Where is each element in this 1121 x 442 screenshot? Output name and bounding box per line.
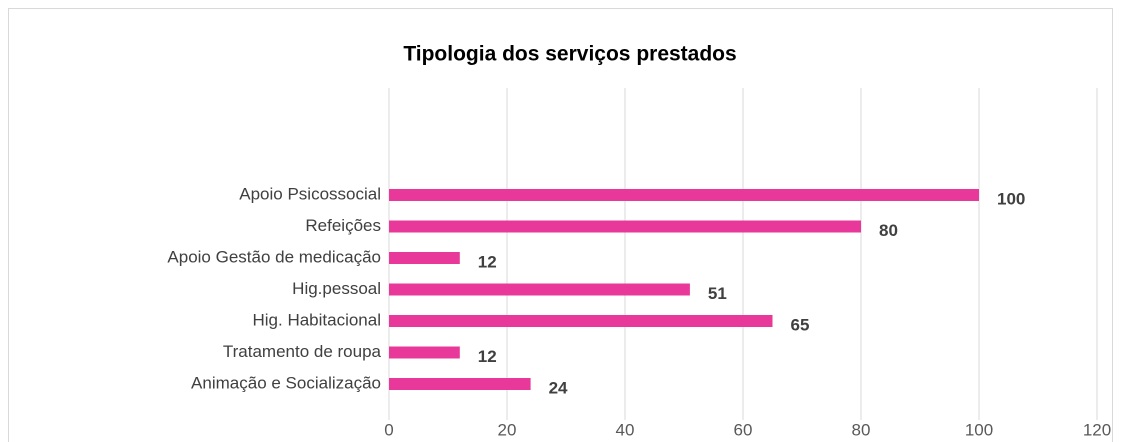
data-label: 51 — [708, 284, 727, 303]
bar — [389, 346, 460, 359]
bar — [389, 189, 979, 201]
bar — [389, 283, 690, 296]
x-tick-label: 60 — [734, 420, 753, 439]
y-tick-label: Tratamento de roupa — [223, 342, 382, 361]
chart-title: Tipologia dos serviços prestados — [403, 43, 736, 66]
data-label: 12 — [478, 347, 497, 366]
y-tick-label: Animação e Socialização — [191, 373, 381, 392]
y-tick-label: Hig. Habitacional — [252, 310, 381, 329]
x-tick-label: 0 — [384, 420, 393, 439]
x-tick-label: 100 — [965, 420, 993, 439]
y-tick-label: Apoio Gestão de medicação — [167, 247, 381, 266]
data-label: 12 — [478, 252, 497, 271]
bar — [389, 252, 460, 264]
x-tick-label: 80 — [852, 420, 871, 439]
x-tick-label: 120 — [1083, 420, 1111, 439]
x-tick-label: 40 — [616, 420, 635, 439]
data-label: 100 — [997, 189, 1025, 208]
data-label: 65 — [791, 315, 810, 334]
bar — [389, 378, 531, 390]
bar — [389, 315, 773, 327]
data-label: 80 — [879, 221, 898, 240]
y-tick-label: Refeições — [305, 216, 381, 235]
x-tick-label: 20 — [498, 420, 517, 439]
bar — [389, 220, 861, 233]
y-tick-label: Apoio Psicossocial — [239, 184, 381, 203]
data-label: 24 — [549, 378, 568, 397]
y-tick-label: Hig.pessoal — [292, 279, 381, 298]
chart-border — [8, 8, 1113, 442]
